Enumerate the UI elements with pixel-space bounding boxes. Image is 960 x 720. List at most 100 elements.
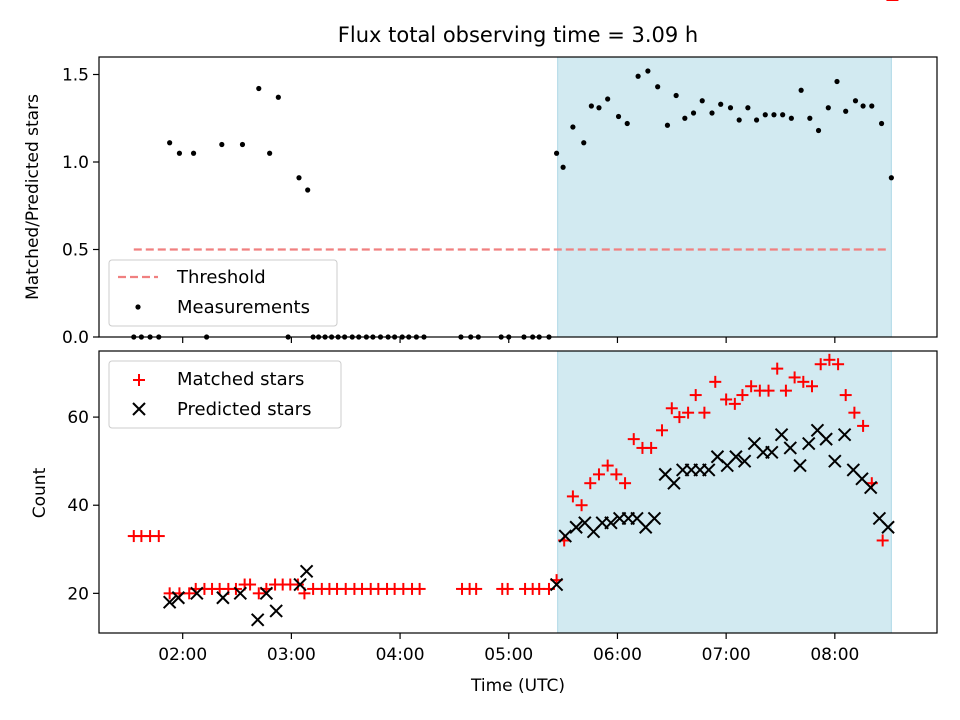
matched-star-point <box>592 468 605 481</box>
matched-star-point <box>610 468 623 481</box>
predicted-star-point <box>569 520 583 534</box>
matched-star-point <box>645 441 658 454</box>
measurement-point <box>888 175 894 181</box>
matched-star-point <box>771 362 784 375</box>
predicted-stars-series <box>162 423 895 627</box>
matched-star-point <box>584 477 597 490</box>
matched-star-point <box>728 397 741 410</box>
predicted-star-point <box>250 613 265 627</box>
chart-title: Flux total observing time = 3.09 h <box>338 23 698 47</box>
matched-star-point <box>857 419 870 432</box>
measurement-point <box>305 187 311 193</box>
top-x-ticks <box>182 337 836 343</box>
measurement-point <box>745 105 751 111</box>
top-panel: 0.0 0.5 1.0 1.5 Matched/Predicted stars Thr… <box>23 56 938 348</box>
predicted-star-point <box>819 432 833 446</box>
top-legend-box <box>108 259 338 327</box>
bottom-legend: Matched stars Predicted stars <box>108 360 342 429</box>
matched-star-point <box>689 389 702 402</box>
measurement-point <box>798 87 804 93</box>
matched-star-point <box>814 358 827 371</box>
measurement-point <box>267 150 273 156</box>
matched-star-point <box>183 587 196 600</box>
matched-star-point <box>575 499 588 512</box>
predicted-star-point <box>881 520 895 534</box>
matched-star-point <box>291 578 304 591</box>
bottom-axes-frame <box>98 350 938 634</box>
matched-star-point <box>698 406 711 419</box>
matched-star-point <box>656 424 669 437</box>
top-legend: Threshold Measurements <box>108 259 338 327</box>
predicted-star-point <box>259 586 274 601</box>
predicted-star-point <box>729 450 743 464</box>
bottom-y-ticks: 20 40 60 <box>67 408 99 604</box>
matched-star-point <box>839 389 852 402</box>
top-y-axis-label: Matched/Predicted stars <box>23 94 43 300</box>
measurement-point <box>615 113 622 120</box>
predicted-star-point <box>828 454 842 468</box>
matched-star-point <box>823 353 836 366</box>
measurement-point <box>176 150 183 156</box>
matched-star-point <box>779 384 792 397</box>
measurement-point <box>588 103 594 109</box>
measurement-point <box>878 120 885 127</box>
predicted-star-point <box>269 604 283 618</box>
matched-star-point <box>252 587 265 600</box>
measurement-point <box>167 140 173 146</box>
predicted-star-point <box>293 577 307 592</box>
matched-legend-label: Matched stars <box>177 369 304 390</box>
predicted-star-point <box>802 436 816 451</box>
measurement-point <box>736 117 742 123</box>
top-y-tick-label: 0.0 <box>62 328 89 348</box>
bottom-panel: 20 40 60 02:00 03:00 04:00 05:00 06:00 07:00 08:… <box>30 0 938 696</box>
predicted-star-point <box>171 591 186 605</box>
measurement-point <box>852 98 859 104</box>
predicted-star-point <box>162 595 177 609</box>
top-y-ticks: 0.0 0.5 1.0 1.5 <box>62 66 99 348</box>
predicted-legend-marker <box>132 402 146 416</box>
x-axis-label: Time (UTC) <box>470 676 565 696</box>
x-tick-label: 04:00 <box>376 645 425 665</box>
matched-star-point <box>244 578 257 591</box>
top-y-tick-label: 1.0 <box>62 153 89 173</box>
threshold-legend-label: Threshold <box>176 267 266 288</box>
matched-star-point <box>788 371 801 384</box>
matched-star-point <box>619 477 632 490</box>
predicted-star-point <box>216 591 230 605</box>
measurement-point <box>780 112 786 118</box>
matched-star-point <box>876 534 889 547</box>
matched-star-point <box>501 582 514 595</box>
matched-star-point <box>797 375 810 388</box>
measurement-point <box>581 140 587 146</box>
measurement-point <box>843 108 849 114</box>
bottom-legend-box <box>108 360 342 429</box>
bottom-y-tick-label: 20 <box>67 584 89 604</box>
measurement-point <box>815 127 822 134</box>
matched-star-point <box>627 433 640 446</box>
measurement-point <box>219 141 225 148</box>
measurement-point <box>753 117 760 123</box>
measurement-point <box>190 150 197 156</box>
bottom-x-ticks: 02:00 03:00 04:00 05:00 06:00 07:00 08:00 <box>158 633 859 665</box>
top-observing-span <box>557 56 892 338</box>
predicted-star-point <box>837 428 852 442</box>
measurement-point <box>624 120 630 127</box>
measurement-point <box>635 73 641 79</box>
predicted-star-point <box>783 441 797 455</box>
measurement-point <box>788 115 794 121</box>
x-tick-label: 06:00 <box>593 645 642 665</box>
measurement-point <box>682 115 688 121</box>
matched-star-point <box>762 384 775 397</box>
predicted-star-point <box>702 463 716 477</box>
measurement-point <box>699 98 705 104</box>
predicted-star-point <box>558 529 572 543</box>
matched-star-point <box>745 380 758 393</box>
measurement-point <box>655 84 661 90</box>
top-y-tick-label: 1.5 <box>62 66 89 86</box>
measurement-point <box>869 103 875 109</box>
measurement-point <box>771 112 777 118</box>
measurement-point <box>560 164 566 170</box>
predicted-star-point <box>647 511 662 526</box>
measurement-point <box>645 68 651 74</box>
x-tick-label: 02:00 <box>158 645 207 665</box>
